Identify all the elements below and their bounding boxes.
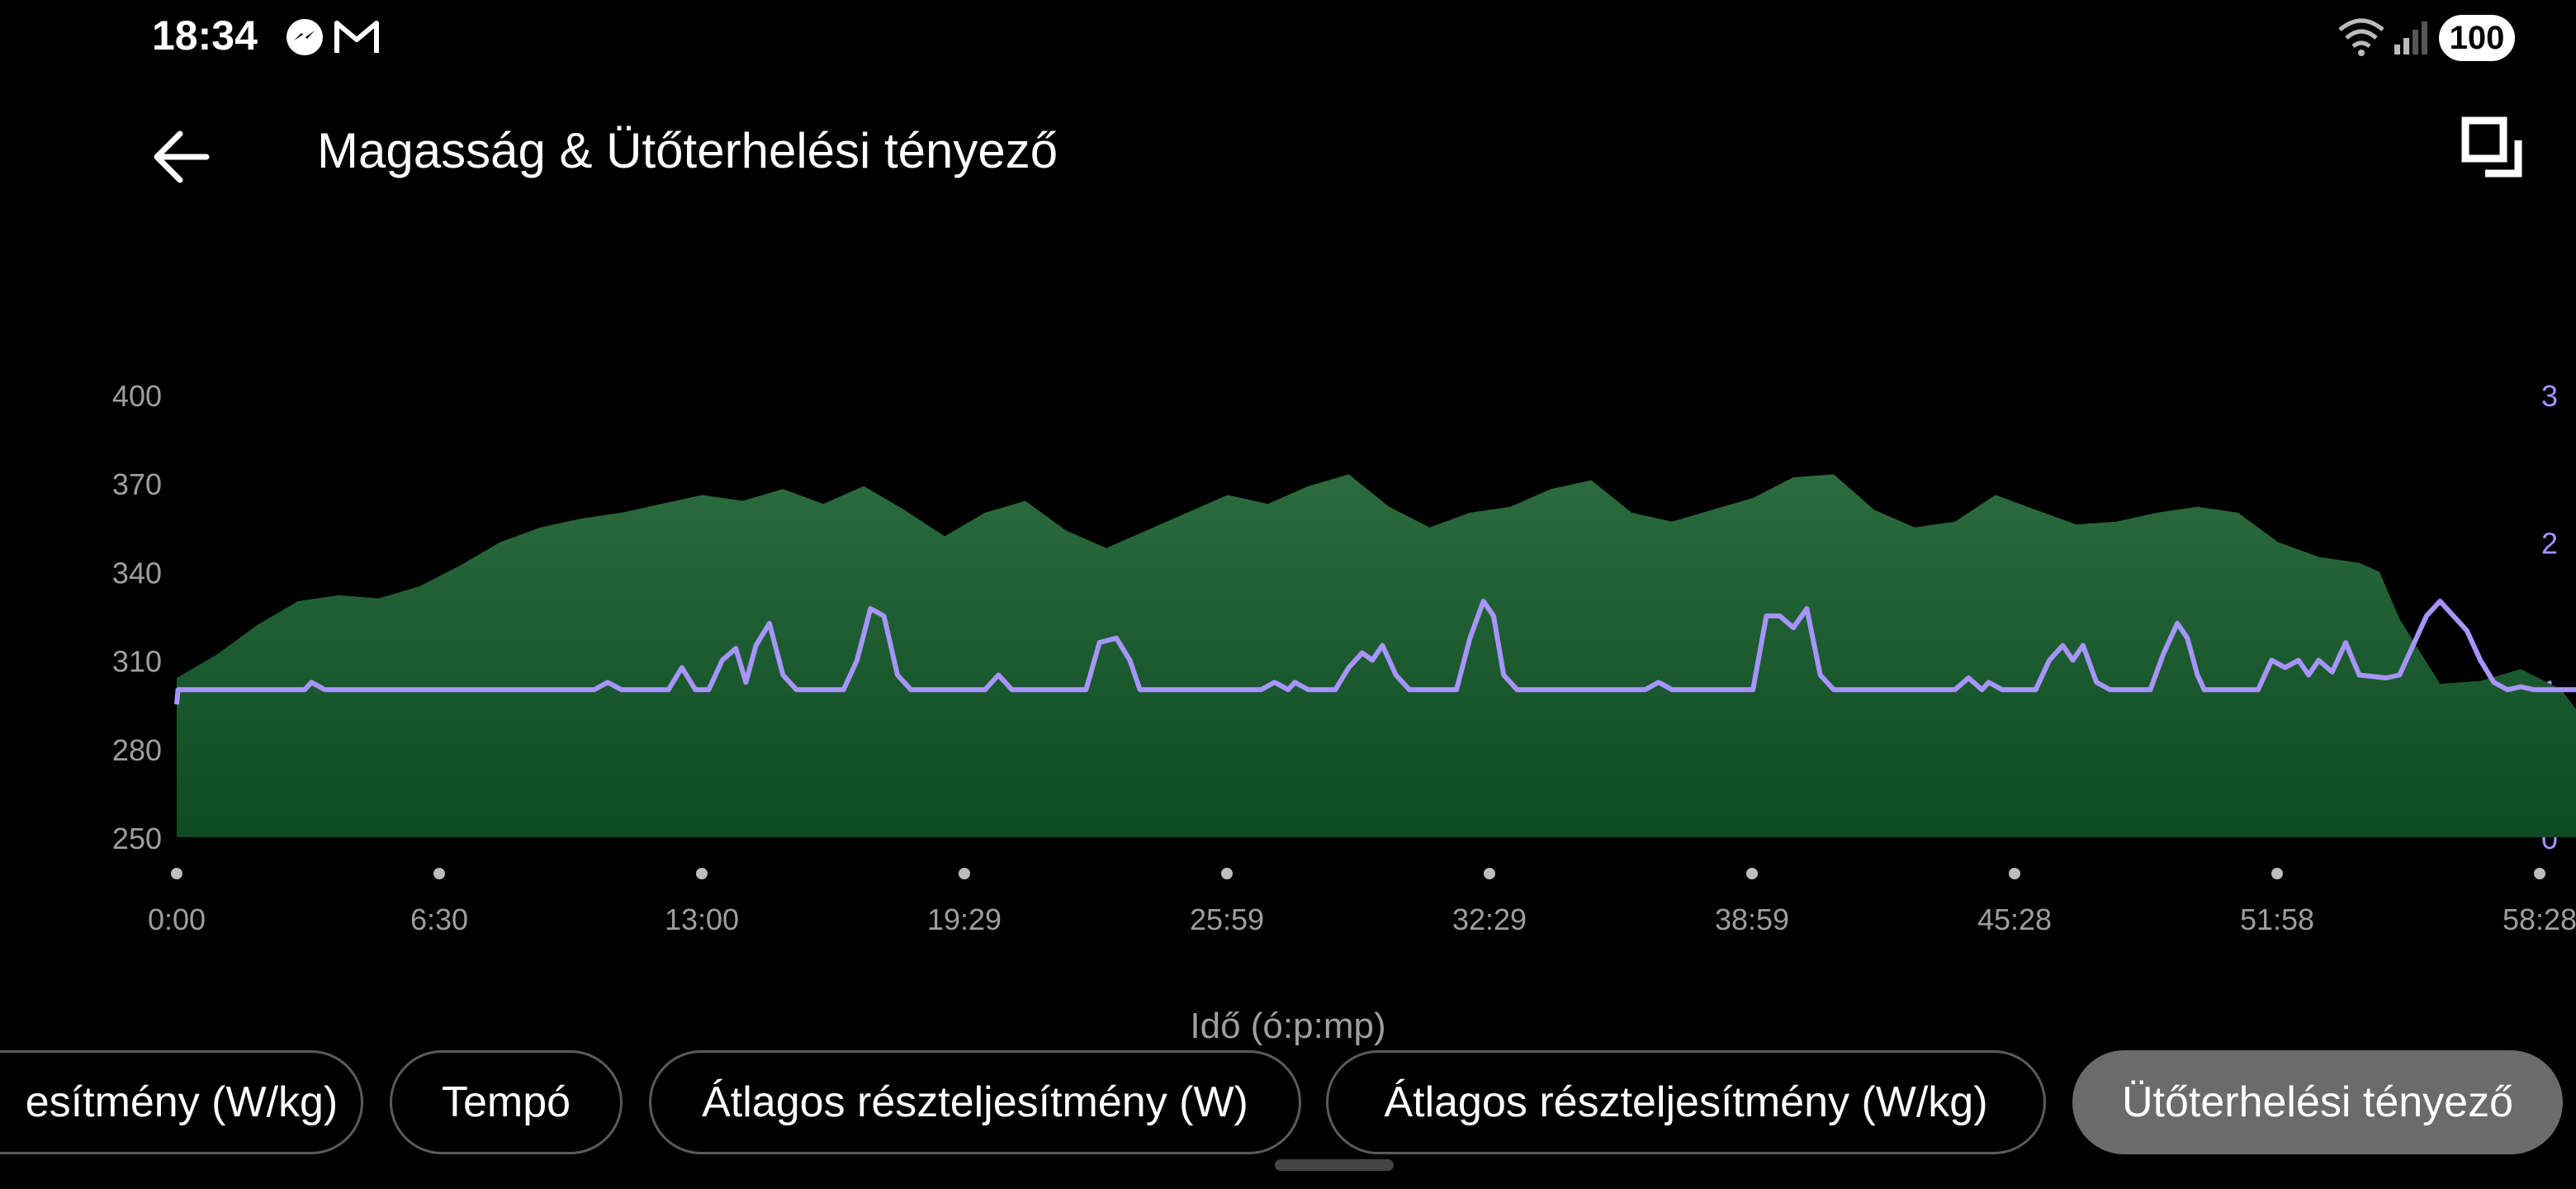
x-tick-dot (1746, 868, 1758, 879)
gmail-icon (334, 21, 379, 53)
y-left-tick-label: 400 (112, 379, 162, 413)
x-tick-dot (959, 868, 970, 879)
x-tick-label: 25:59 (1190, 902, 1264, 936)
x-tick-label: 0:00 (148, 902, 206, 936)
x-tick-label: 45:28 (1977, 902, 2052, 936)
x-tick-label: 19:29 (927, 902, 1002, 936)
chip-label: Tempó (441, 1078, 571, 1126)
chip-pace[interactable]: Tempó (390, 1050, 623, 1154)
chip-label: Átlagos részteljesítmény (W/kg) (1384, 1078, 1988, 1126)
fullscreen-toggle-button[interactable] (2452, 107, 2543, 198)
y-left-tick-label: 340 (112, 556, 162, 590)
status-bar: 18:34 100 (0, 0, 2576, 74)
wifi-icon (2338, 18, 2384, 56)
chip-label: Ütőterhelési tényező (2121, 1078, 2514, 1126)
x-tick-dot (2271, 868, 2283, 879)
battery-indicator: 100 (2439, 15, 2515, 61)
signal-icon (2394, 21, 2427, 54)
y-right-tick-label: 2 (2541, 527, 2558, 561)
fullscreen-toggle-icon (2461, 116, 2522, 178)
page-title: Magasság & Ütőterhelési tényező (317, 123, 1058, 178)
impact-load-line (174, 599, 2576, 705)
y-right-tick-label: 3 (2541, 379, 2558, 413)
messenger-icon (286, 19, 323, 55)
x-tick-dot (1484, 868, 1495, 879)
chip-impact-load-factor[interactable]: Ütőterhelési tényező (2072, 1050, 2563, 1154)
x-tick-label: 58:28 (2503, 902, 2576, 936)
chip-average-lap-power-per-kg[interactable]: Átlagos részteljesítmény (W/kg) (1326, 1050, 2046, 1154)
home-indicator (1275, 1159, 1394, 1171)
chip-power-per-kg-partial[interactable]: esítmény (W/kg) (0, 1050, 363, 1154)
x-tick-dot (696, 868, 708, 879)
arrow-left-icon (154, 130, 210, 183)
chip-average-lap-power[interactable]: Átlagos részteljesítmény (W) (649, 1050, 1301, 1154)
x-tick-dot (171, 868, 182, 879)
y-left-tick-label: 280 (112, 733, 162, 767)
x-axis-title: Idő (ó:p:mp) (1190, 1006, 1386, 1046)
x-tick-label: 13:00 (665, 902, 739, 936)
x-tick-dot (2009, 868, 2020, 879)
chip-label: Átlagos részteljesítmény (W) (702, 1078, 1248, 1126)
x-tick-dot (2534, 868, 2545, 879)
back-button[interactable] (140, 116, 223, 198)
y-left-tick-label: 250 (112, 822, 162, 855)
x-tick-dot (1221, 868, 1233, 879)
x-tick-label: 51:58 (2240, 902, 2314, 936)
y-left-tick-label: 310 (112, 645, 162, 679)
app-header: Magasság & Ütőterhelési tényező (0, 91, 2576, 215)
metric-chip-row: esítmény (W/kg) Tempó Átlagos részteljes… (0, 1050, 2576, 1158)
y-left-tick-label: 370 (112, 467, 162, 501)
chip-label: esítmény (W/kg) (25, 1078, 339, 1126)
status-time: 18:34 (152, 12, 258, 59)
x-tick-label: 6:30 (410, 902, 468, 936)
x-tick-label: 32:29 (1452, 902, 1527, 936)
x-tick-label: 38:59 (1715, 902, 1789, 936)
x-tick-dot (433, 868, 445, 879)
